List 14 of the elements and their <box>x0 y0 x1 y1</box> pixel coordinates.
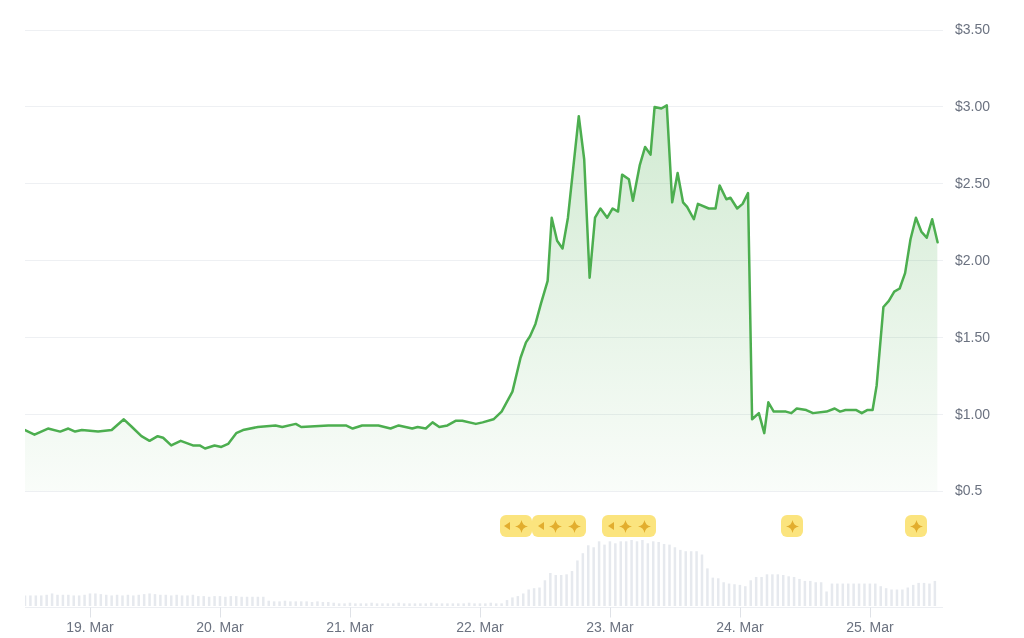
x-tick-label: 19. Mar <box>66 619 115 636</box>
y-tick-label: $1.00 <box>955 405 991 422</box>
y-tick-label: $1.50 <box>955 328 991 345</box>
y-tick-label: $3.50 <box>955 20 991 37</box>
x-tick-label: 20. Mar <box>196 619 245 636</box>
y-tick-label: $3.00 <box>955 97 991 114</box>
x-tick-label: 21. Mar <box>326 619 375 636</box>
y-tick-label: $2.50 <box>955 174 991 191</box>
x-tick-label: 23. Mar <box>586 619 634 636</box>
y-tick-label: $2.00 <box>955 251 991 268</box>
x-tick-label: 25. Mar <box>846 619 894 636</box>
x-tick-label: 22. Mar <box>456 619 504 636</box>
y-tick-label: $0.5 <box>955 482 983 499</box>
x-tick-label: 24. Mar <box>716 619 764 636</box>
